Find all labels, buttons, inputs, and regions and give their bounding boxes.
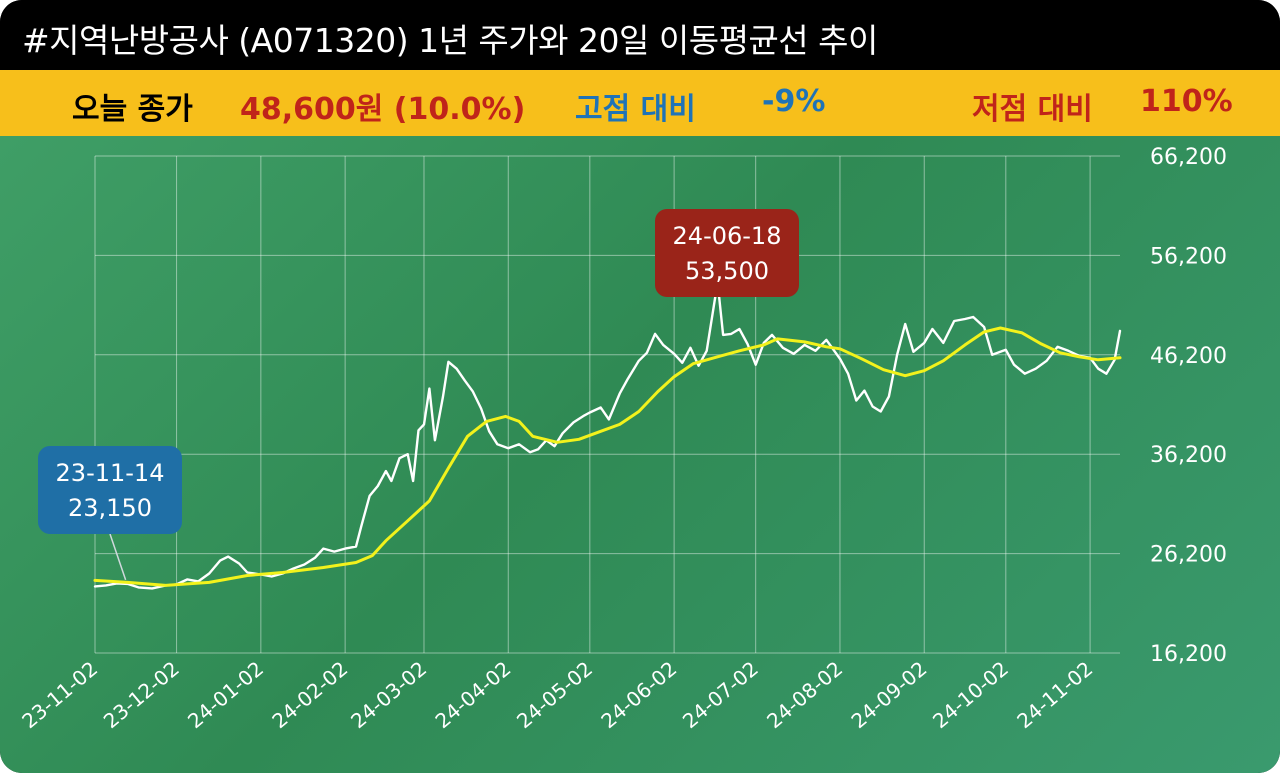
- x-tick-label: 24-02-02: [267, 656, 352, 733]
- close-value: 48,600원 (10.0%): [240, 92, 526, 127]
- price-line: [93, 281, 1122, 590]
- y-tick-label: 26,200: [1150, 543, 1227, 568]
- chart-title: #지역난방공사 (A071320) 1년 주가와 20일 이동평균선 추이: [22, 21, 878, 60]
- plot-area: 16,200 26,200 36,200 46,200 56,200 66,200 23-1…: [0, 136, 1280, 773]
- high-value: -9%: [762, 84, 826, 119]
- x-tick-label: 24-04-02: [431, 656, 516, 733]
- x-tick-label: 24-09-02: [846, 656, 931, 733]
- high-label: 고점 대비: [575, 92, 696, 127]
- x-tick-label: 24-07-02: [678, 656, 763, 733]
- info-bar: 오늘 종가 48,600원 (10.0%) 고점 대비 -9% 저점 대비 11…: [0, 70, 1280, 136]
- low-callout-leader: [109, 533, 127, 581]
- y-tick-label: 66,200: [1150, 145, 1227, 170]
- high-callout-date: 24-06-18: [673, 222, 782, 250]
- x-tick-label: 23-11-02: [17, 656, 102, 733]
- x-tick-label: 24-10-02: [928, 656, 1013, 733]
- x-tick-label: 24-11-02: [1012, 656, 1097, 733]
- x-tick-label: 24-03-02: [346, 656, 431, 733]
- low-callout-date: 23-11-14: [56, 459, 165, 487]
- y-tick-label: 16,200: [1150, 642, 1227, 667]
- high-callout-value: 53,500: [685, 257, 769, 285]
- high-callout-box: [655, 209, 799, 297]
- x-tick-label: 24-08-02: [762, 656, 847, 733]
- line-chart: 16,200 26,200 36,200 46,200 56,200 66,200 23-1…: [17, 145, 1227, 733]
- x-tick-label: 24-01-02: [183, 656, 268, 733]
- close-label: 오늘 종가: [72, 92, 193, 127]
- low-callout-box: [38, 446, 182, 534]
- y-tick-label: 46,200: [1150, 344, 1227, 369]
- low-value: 110%: [1140, 84, 1233, 119]
- low-callout-value: 23,150: [68, 494, 152, 522]
- x-tick-label: 24-05-02: [512, 656, 597, 733]
- y-tick-label: 56,200: [1150, 244, 1227, 269]
- title-bar: #지역난방공사 (A071320) 1년 주가와 20일 이동평균선 추이: [0, 0, 1280, 70]
- x-tick-label: 24-06-02: [596, 656, 681, 733]
- x-tick-label: 23-12-02: [99, 656, 184, 733]
- moving-average-line: [93, 326, 1122, 587]
- low-label: 저점 대비: [972, 92, 1093, 127]
- y-tick-label: 36,200: [1150, 443, 1227, 468]
